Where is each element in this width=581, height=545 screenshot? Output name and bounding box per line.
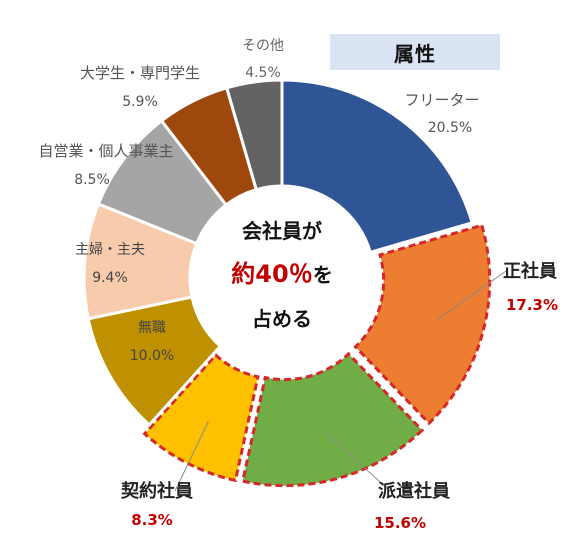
slice-value-label-6: 8.5% (74, 172, 110, 188)
slice-name-label-7: 大学生・専門学生 (80, 64, 200, 82)
slice-name-label-4: 無職 (138, 320, 166, 336)
slice-name-label-8: その他 (242, 38, 284, 54)
center-emphasis: 約40％ (231, 260, 312, 288)
slice-value-label-1: 17.3% (506, 296, 558, 314)
slice-value-label-4: 10.0% (130, 348, 174, 364)
slice-name-label-5: 主婦・主夫 (75, 241, 145, 258)
center-line-2: 約40％を (231, 260, 332, 288)
leader-line-2 (325, 432, 391, 492)
slice-value-label-2: 15.6% (374, 514, 426, 532)
leader-line-3 (174, 421, 209, 492)
center-line-3: 占める (252, 307, 312, 331)
leader-lines (174, 270, 507, 492)
slices-group (82, 78, 492, 488)
slice-name-label-3: 契約社員 (120, 480, 193, 502)
slice-name-label-2: 派遣社員 (378, 480, 450, 502)
slice-value-label-0: 20.5% (428, 120, 472, 136)
attribute-badge: 属性 (330, 34, 500, 70)
slice-labels: フリーター 20.5% 正社員 17.3% 派遣社員 15.6% 契約社員 8.3% 無職 10.… (38, 38, 558, 532)
slice-8 (224, 78, 284, 192)
slice-value-label-5: 9.4% (92, 270, 128, 286)
slice-value-label-3: 8.3% (131, 511, 173, 529)
slice-name-label-0: フリーター (404, 91, 479, 109)
center-line-1: 会社員が (242, 219, 322, 243)
slice-name-label-1: 正社員 (503, 260, 557, 282)
slice-value-label-7: 5.9% (122, 94, 158, 110)
leader-line-1 (437, 270, 507, 320)
slice-2 (240, 351, 425, 488)
slice-value-label-8: 4.5% (245, 65, 281, 81)
slice-0 (280, 78, 474, 255)
slice-3 (142, 353, 260, 483)
center-line-2-rest: を (313, 263, 333, 287)
slice-1 (353, 223, 492, 426)
slice-name-label-6: 自営業・個人事業主 (38, 142, 173, 160)
center-caption: 会社員が 約40％を 占める (231, 219, 332, 331)
